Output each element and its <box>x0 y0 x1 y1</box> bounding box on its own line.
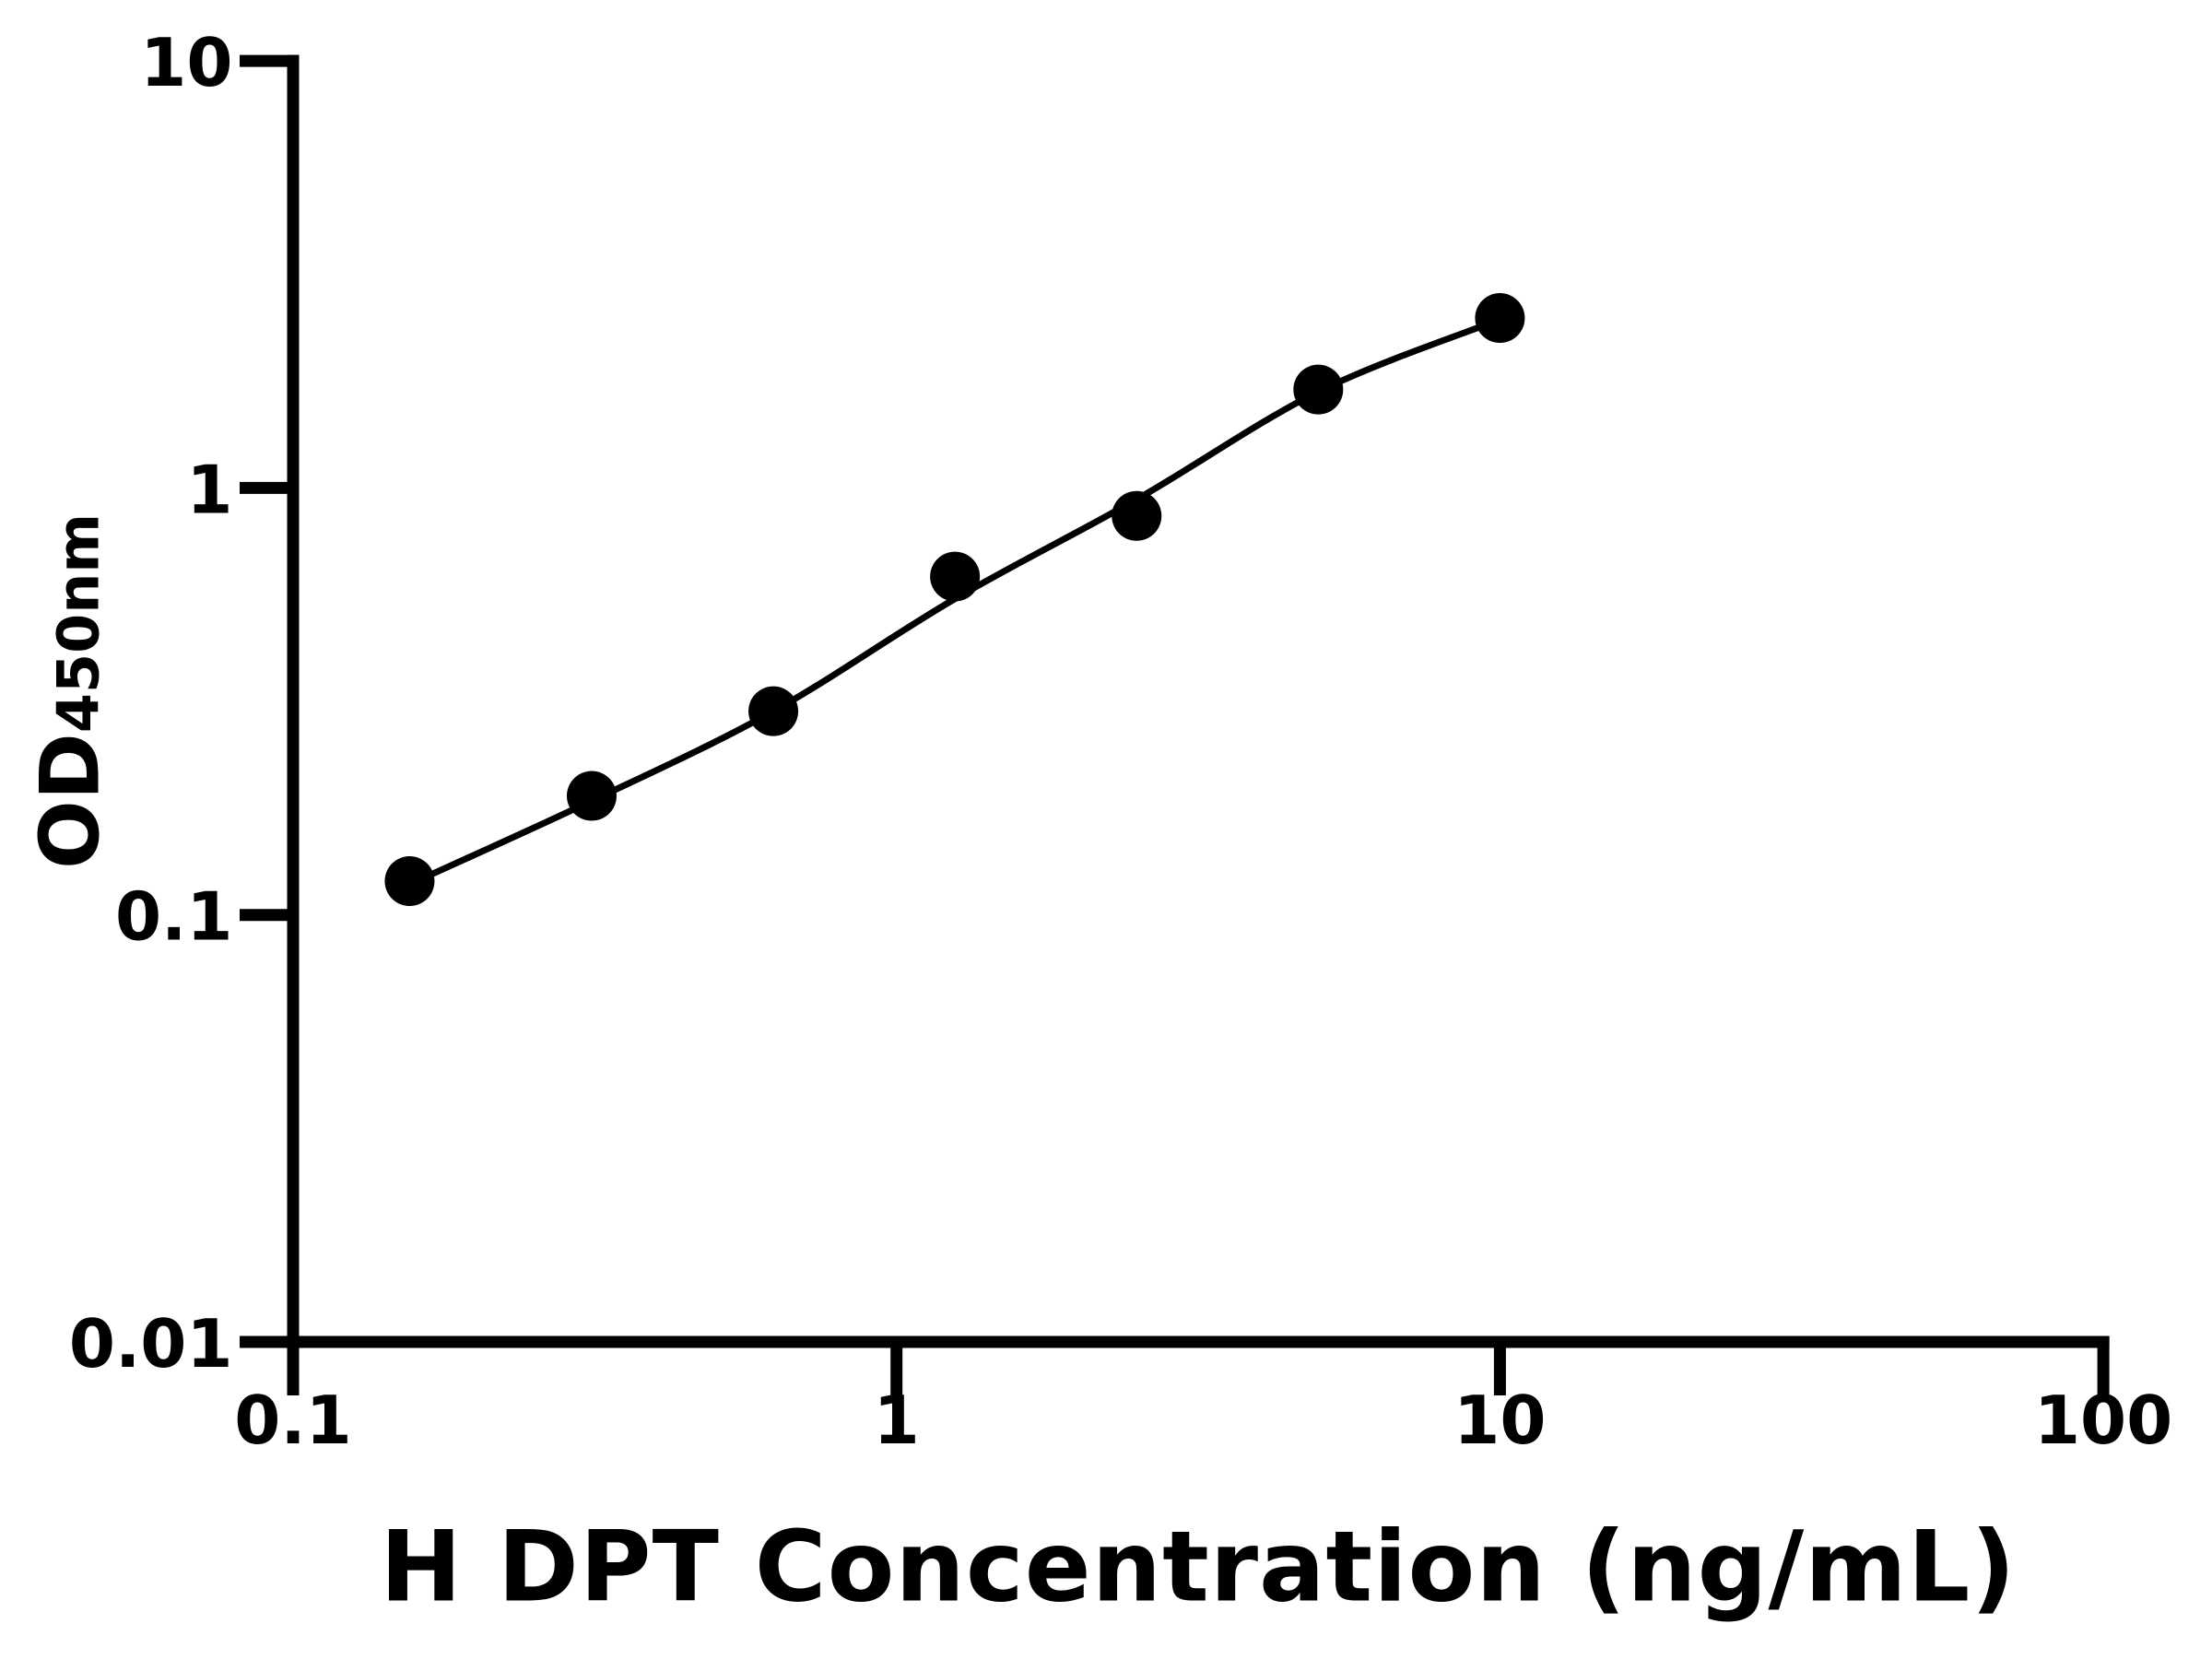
x-tick-label: 0.1 <box>234 1382 352 1459</box>
data-point <box>1475 293 1525 344</box>
data-point <box>1112 490 1162 541</box>
data-point <box>1293 364 1344 415</box>
data-point <box>748 686 799 736</box>
y-axis-title-subscript: 450nm <box>44 512 112 734</box>
y-tick-label: 0.1 <box>115 878 233 956</box>
data-point <box>930 551 981 602</box>
x-axis-title: H DPT Concentration (ng/mL) <box>380 1510 2017 1624</box>
y-tick-label: 1 <box>186 451 232 528</box>
y-tick-label: 10 <box>140 24 232 101</box>
x-tick-label: 100 <box>2034 1382 2172 1459</box>
y-tick-label: 0.01 <box>69 1305 233 1382</box>
y-axis-title: OD450nm <box>23 513 118 869</box>
data-point <box>566 771 617 821</box>
data-point <box>384 856 435 907</box>
x-tick-label: 1 <box>874 1382 920 1459</box>
x-tick-label: 10 <box>1453 1382 1546 1459</box>
y-axis-title-main: OD <box>22 733 118 870</box>
